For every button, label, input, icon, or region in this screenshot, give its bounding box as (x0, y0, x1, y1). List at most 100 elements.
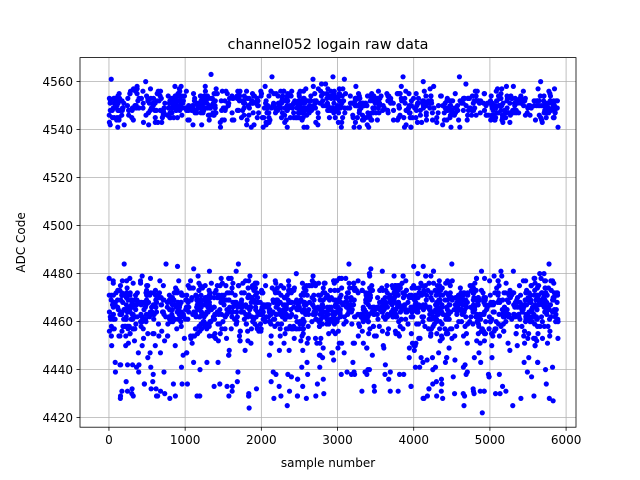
data-point (438, 388, 444, 394)
data-point (297, 321, 303, 327)
data-point (426, 280, 432, 286)
data-point (310, 83, 316, 89)
data-point (424, 357, 430, 363)
data-point (342, 91, 349, 97)
data-point (185, 316, 191, 322)
data-point (390, 117, 397, 123)
data-point (268, 340, 274, 346)
data-point (300, 326, 306, 332)
data-point (337, 98, 343, 104)
data-point (390, 107, 397, 113)
data-point (387, 299, 393, 305)
data-point (526, 331, 532, 337)
data-point (288, 299, 295, 305)
data-point (360, 304, 366, 310)
data-point (115, 287, 121, 293)
data-point (437, 338, 443, 344)
data-point (521, 333, 527, 339)
data-point (470, 321, 476, 327)
data-point (540, 302, 546, 308)
data-point (375, 316, 381, 322)
data-point (205, 95, 212, 101)
data-point (208, 280, 214, 286)
data-point (507, 119, 513, 125)
data-point (515, 98, 521, 104)
data-point (193, 314, 199, 320)
data-point (443, 316, 449, 322)
data-point (320, 376, 326, 382)
data-point (420, 314, 427, 320)
data-point (260, 316, 266, 322)
data-point (236, 333, 243, 339)
data-point (299, 280, 305, 286)
data-point (528, 292, 534, 298)
data-point (229, 383, 235, 389)
data-point (246, 393, 252, 399)
data-point (342, 110, 348, 116)
data-point (496, 333, 503, 339)
data-point (236, 98, 242, 104)
data-point (331, 100, 337, 106)
data-point (217, 321, 223, 327)
data-point (157, 388, 164, 394)
data-point (288, 93, 294, 99)
data-point (344, 295, 350, 301)
data-point (334, 309, 340, 315)
data-point (179, 112, 185, 118)
data-point (550, 295, 556, 301)
data-point (539, 290, 545, 296)
data-point (543, 381, 549, 387)
data-point (520, 103, 527, 109)
data-point (116, 91, 122, 97)
data-point (150, 371, 156, 377)
data-point (157, 350, 164, 356)
data-point (145, 283, 151, 289)
data-point (469, 287, 475, 293)
data-point (235, 261, 241, 267)
data-point (520, 88, 526, 94)
data-point (331, 280, 337, 286)
data-point (191, 359, 197, 365)
data-point (194, 302, 200, 308)
data-point (316, 280, 322, 286)
data-point (145, 110, 152, 116)
data-point (174, 290, 180, 296)
data-point (388, 100, 394, 106)
data-point (339, 275, 345, 281)
data-point (434, 290, 441, 296)
data-point (553, 319, 559, 325)
data-point (351, 280, 357, 286)
data-point (166, 292, 172, 298)
data-point (522, 297, 528, 303)
data-point (198, 292, 204, 298)
data-point (288, 374, 295, 380)
data-point (307, 283, 313, 289)
data-point (534, 307, 540, 313)
data-point (495, 321, 502, 327)
data-point (525, 335, 531, 341)
data-point (204, 309, 210, 315)
data-point (355, 333, 361, 339)
data-point (160, 283, 166, 289)
data-point (415, 309, 421, 315)
data-point (272, 316, 278, 322)
data-point (164, 112, 170, 118)
data-point (464, 369, 470, 375)
data-point (531, 393, 537, 399)
data-point (321, 314, 328, 320)
data-point (356, 107, 363, 113)
data-point (293, 271, 299, 277)
data-point (140, 335, 147, 341)
data-point (176, 278, 182, 284)
data-point (172, 83, 178, 89)
data-point (503, 280, 509, 286)
data-point (115, 124, 121, 130)
data-point (117, 362, 123, 368)
data-point (253, 314, 259, 320)
data-point (445, 292, 452, 298)
data-point (188, 297, 194, 303)
data-point (277, 333, 283, 339)
data-point (173, 107, 179, 113)
data-point (206, 287, 212, 293)
data-point (501, 107, 508, 113)
